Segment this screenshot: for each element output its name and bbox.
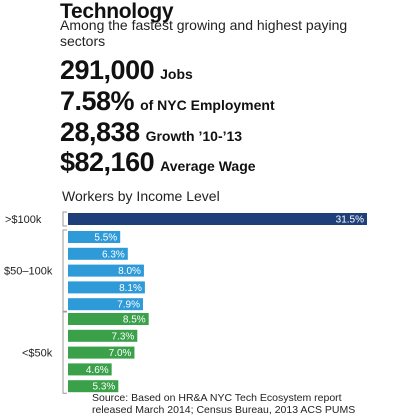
stat-label: Growth ’10-’13 — [145, 128, 243, 144]
source-line-1: Source: Based on HR&A NYC Tech Ecosystem… — [92, 392, 342, 404]
bar-value-label: 8.1% — [119, 283, 142, 294]
bar — [68, 213, 367, 225]
stat-value: 28,838 — [60, 117, 140, 147]
bar — [68, 346, 135, 359]
page-title: Technology — [60, 0, 174, 23]
bar — [68, 380, 119, 393]
source-note: Source: Based on HR&A NYC Tech Ecosystem… — [92, 392, 355, 416]
stat-label: of NYC Employment — [140, 97, 275, 113]
bar — [68, 231, 121, 243]
group-label: $50–100k — [4, 266, 53, 278]
bar — [68, 298, 143, 311]
source-line-2: released March 2014; Census Bureau, 2013… — [92, 404, 356, 416]
bar — [68, 281, 145, 294]
bar-value-label: 8.5% — [123, 315, 146, 326]
stat-value: $82,160 — [60, 147, 155, 177]
stat-label: Average Wage — [160, 158, 256, 174]
bar — [68, 363, 112, 376]
stat-growth: 28,838 Growth ’10-’13 — [60, 117, 242, 148]
bar-value-label: 5.3% — [93, 382, 116, 393]
bar-value-label: 7.0% — [109, 348, 132, 359]
bar-value-label: 8.0% — [118, 266, 141, 277]
group-label: <$50k — [22, 348, 53, 360]
stat-value: 7.58% — [60, 86, 135, 116]
bar-value-label: 5.5% — [94, 233, 117, 244]
group-bracket — [62, 229, 67, 312]
stat-value: 291,000 — [60, 55, 155, 85]
bar — [68, 247, 128, 260]
stat-jobs: 291,000 Jobs — [60, 55, 193, 86]
bar-value-label: 6.3% — [102, 249, 125, 260]
bar — [68, 264, 144, 277]
bar-value-label: 31.5% — [336, 215, 364, 226]
bar-value-label: 4.6% — [86, 365, 109, 376]
bar — [68, 329, 138, 342]
chart-title: Workers by Income Level — [62, 188, 220, 204]
page-subtitle: Among the fastest growing and highest pa… — [60, 17, 348, 49]
bar — [68, 313, 149, 325]
stat-label: Jobs — [160, 66, 193, 82]
group-label: >$100k — [5, 214, 42, 226]
bar-value-label: 7.3% — [111, 331, 134, 342]
bar-value-label: 7.9% — [117, 300, 140, 311]
stat-average-wage: $82,160 Average Wage — [60, 147, 256, 178]
stat-employment-share: 7.58% of NYC Employment — [60, 86, 275, 117]
group-bracket — [62, 211, 67, 227]
group-bracket — [62, 311, 67, 394]
